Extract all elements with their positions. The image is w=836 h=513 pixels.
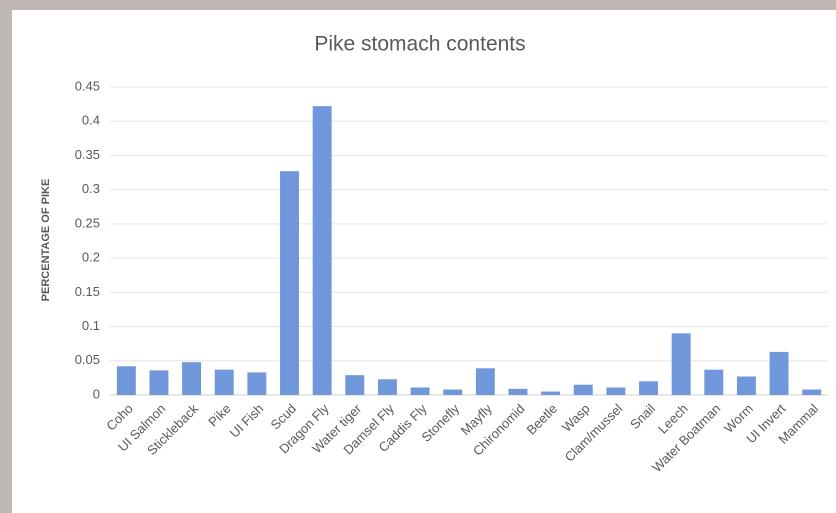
bar [671, 333, 691, 395]
chart-title: Pike stomach contents [314, 33, 525, 56]
y-tick-label: 0.35 [75, 147, 100, 162]
y-tick-label: 0.15 [75, 284, 100, 299]
bar [736, 376, 756, 395]
bar [377, 379, 397, 395]
bar [704, 369, 724, 395]
bar [443, 389, 463, 395]
bar [116, 366, 136, 395]
y-tick-label: 0.45 [75, 78, 100, 93]
bar [312, 106, 332, 396]
y-tick-label: 0.4 [82, 113, 100, 128]
bar [606, 387, 626, 395]
bar [182, 362, 202, 395]
bar [149, 370, 169, 395]
y-tick-label: 0 [93, 386, 100, 401]
bar [508, 388, 528, 395]
bar [802, 389, 822, 395]
bar [410, 387, 430, 395]
y-axis-title: PERCENTAGE OF PIKE [40, 179, 52, 302]
y-tick-label: 0.05 [75, 352, 100, 367]
bar [345, 375, 365, 395]
y-tick-label: 0.1 [82, 318, 100, 333]
y-tick-label: 0.25 [75, 215, 100, 230]
y-tick-label: 0.3 [82, 181, 100, 196]
bar [280, 171, 299, 395]
bar [247, 372, 267, 395]
bar [541, 391, 561, 395]
bar [639, 381, 658, 395]
bar [573, 384, 593, 395]
bar [475, 368, 495, 395]
bar [769, 351, 789, 395]
y-tick-label: 0.2 [82, 250, 100, 265]
bar [214, 369, 234, 395]
chart-area [12, 10, 836, 513]
